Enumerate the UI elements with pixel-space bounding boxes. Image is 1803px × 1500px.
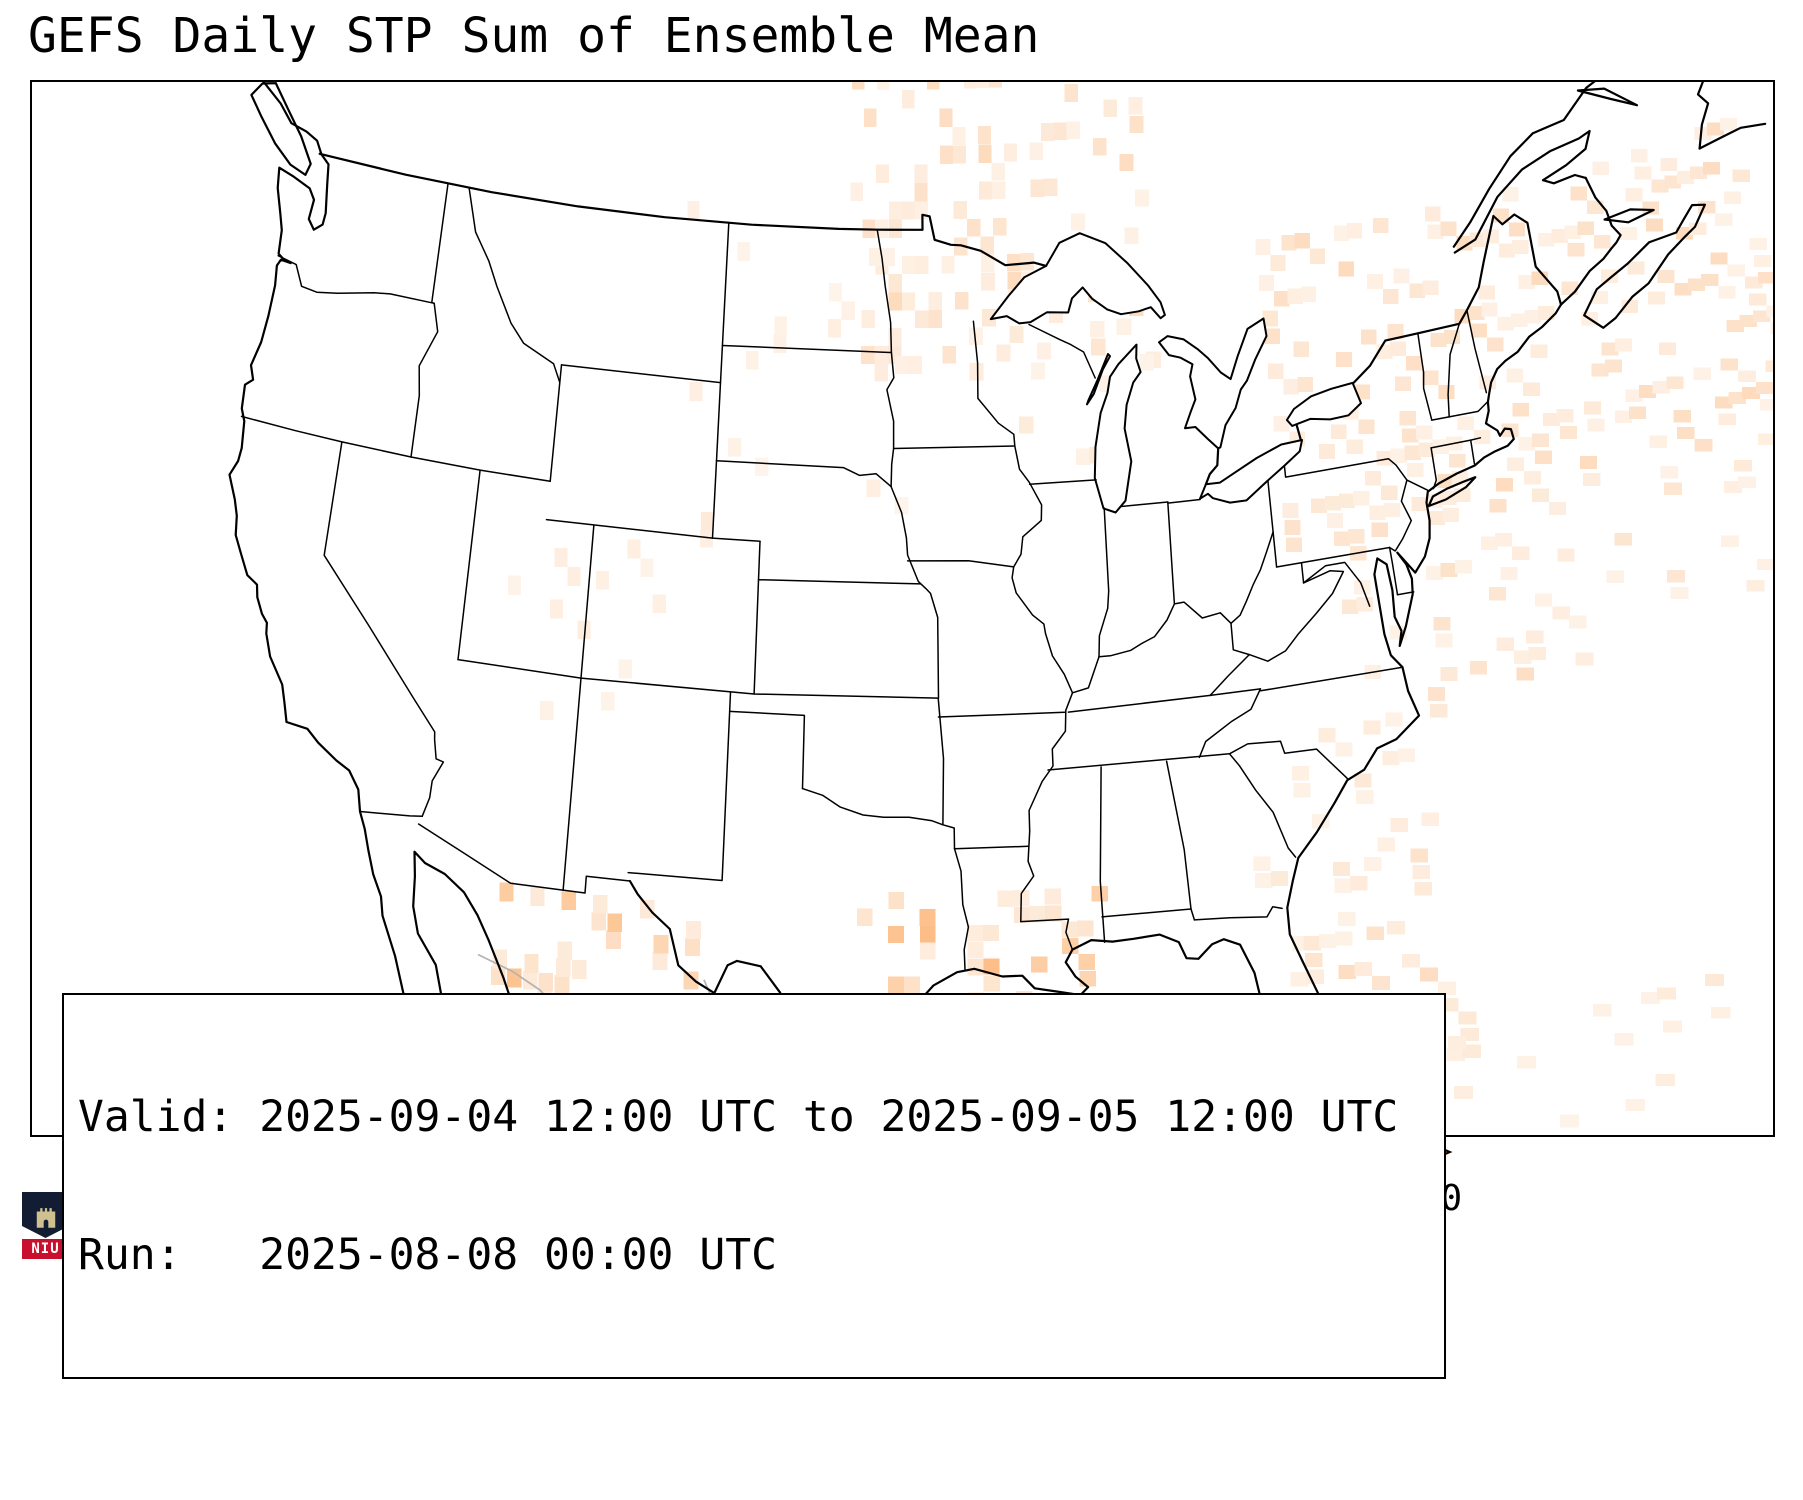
valid-time-line: Valid: 2025-09-04 12:00 UTC to 2025-09-0… <box>78 1092 1399 1142</box>
niu-logo-text: NIU <box>22 1239 69 1259</box>
niu-logo: NIU <box>22 1192 69 1259</box>
page-title: GEFS Daily STP Sum of Ensemble Mean <box>28 8 1040 64</box>
us-map <box>228 82 1773 1135</box>
info-box: Valid: 2025-09-04 12:00 UTC to 2025-09-0… <box>62 993 1446 1379</box>
castle-icon <box>36 1208 55 1228</box>
run-time-line: Run: 2025-08-08 00:00 UTC <box>78 1230 777 1280</box>
map-figure: Valid: 2025-09-04 12:00 UTC to 2025-09-0… <box>30 80 1775 1379</box>
